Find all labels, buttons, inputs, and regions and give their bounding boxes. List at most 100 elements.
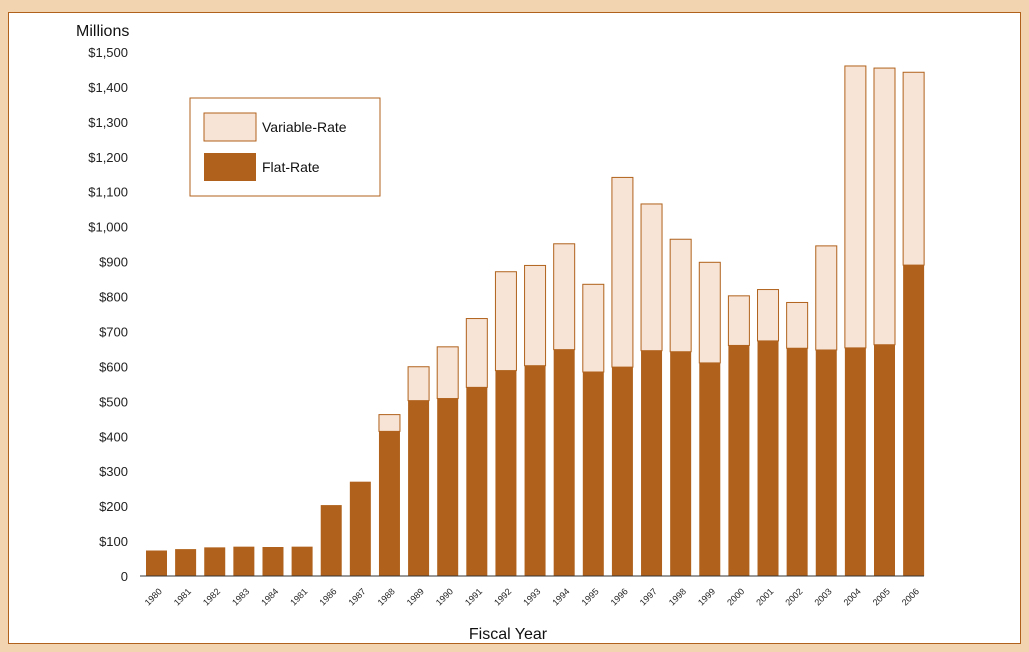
y-tick-label: $400	[99, 429, 128, 444]
x-tick-label: 1995	[579, 586, 600, 607]
bars	[146, 65, 925, 576]
bar-flat-rate	[553, 349, 575, 576]
legend-swatch-variable-rate	[203, 112, 257, 142]
y-tick-label: $1,200	[88, 150, 128, 165]
bar-variable-rate	[815, 245, 838, 351]
y-tick-label: $1,500	[88, 45, 128, 60]
legend-label-variable-rate: Variable-Rate	[262, 119, 347, 135]
bar-variable-rate	[844, 65, 867, 349]
x-tick-label: 1991	[463, 586, 484, 607]
bar-flat-rate	[291, 546, 313, 576]
y-unit-label: Millions	[76, 23, 129, 40]
bar-variable-rate	[378, 414, 401, 432]
x-tick-label: 2000	[725, 586, 746, 607]
y-tick-label: $300	[99, 464, 128, 479]
bar-variable-rate	[494, 271, 517, 372]
x-tick-label: 2005	[871, 586, 892, 607]
x-tick-label: 1996	[609, 586, 630, 607]
x-tick-label: 1980	[143, 586, 164, 607]
y-tick-label: $600	[99, 359, 128, 374]
y-tick-label: $1,100	[88, 185, 128, 200]
bar-variable-rate	[669, 238, 692, 353]
x-tick-label: 1988	[376, 586, 397, 607]
x-tick-label: 1994	[550, 586, 571, 607]
bar-flat-rate	[844, 347, 866, 576]
bar-flat-rate	[349, 481, 371, 576]
x-tick-label: 1981	[172, 586, 193, 607]
x-tick-label: 1992	[492, 586, 513, 607]
x-tick-label: 1989	[405, 586, 426, 607]
x-tick-label: 1990	[434, 586, 455, 607]
bar-variable-rate	[873, 67, 896, 346]
x-tick-label: 2004	[842, 586, 863, 607]
legend-swatch-flat-rate	[204, 153, 256, 181]
bar-flat-rate	[175, 549, 197, 576]
bar-variable-rate	[786, 301, 809, 349]
bar-variable-rate	[727, 295, 750, 346]
bar-flat-rate	[437, 398, 459, 576]
y-axis: 0 $100 $200 $300 $400 $500 $600 $700 $800 $900 $1,…	[88, 45, 128, 584]
x-tick-label: 1981	[288, 586, 309, 607]
x-tick-label: 2001	[754, 586, 775, 607]
bar-flat-rate	[757, 340, 779, 576]
bar-flat-rate	[641, 350, 663, 576]
x-tick-label: 1993	[521, 586, 542, 607]
bar-flat-rate	[815, 349, 837, 576]
x-tick-label: 1997	[638, 586, 659, 607]
bar-variable-rate	[698, 261, 721, 364]
y-tick-label: 0	[121, 569, 128, 584]
x-tick-label: 1983	[230, 586, 251, 607]
bar-variable-rate	[902, 71, 925, 266]
y-tick-label: $800	[99, 290, 128, 305]
bar-flat-rate	[204, 547, 226, 576]
x-tick-label: 2002	[783, 586, 804, 607]
bar-variable-rate	[524, 264, 547, 367]
x-axis: 1980 1981 1982 1983 1984 1981 1986 1987 1988 1989…	[140, 575, 924, 608]
y-tick-label: $200	[99, 499, 128, 514]
x-tick-label: 2006	[900, 586, 921, 607]
x-tick-label: 1982	[201, 586, 222, 607]
bar-variable-rate	[640, 203, 663, 352]
bar-flat-rate	[728, 345, 750, 576]
x-tick-label: 1998	[667, 586, 688, 607]
x-tick-label: 1999	[696, 586, 717, 607]
bar-variable-rate	[582, 283, 605, 373]
y-tick-label: $500	[99, 394, 128, 409]
bar-variable-rate	[757, 289, 780, 342]
bar-flat-rate	[233, 546, 255, 576]
y-tick-label: $900	[99, 255, 128, 270]
legend: Variable-Rate Flat-Rate	[189, 97, 381, 197]
x-tick-label: 1987	[347, 586, 368, 607]
bar-flat-rate	[495, 370, 517, 576]
bar-flat-rate	[524, 365, 546, 576]
bar-flat-rate	[699, 362, 721, 576]
bar-flat-rate	[320, 505, 342, 576]
y-tick-label: $1,000	[88, 220, 128, 235]
bar-flat-rate	[786, 348, 808, 576]
x-tick-label: 2003	[812, 586, 833, 607]
bar-variable-rate	[553, 243, 576, 351]
legend-label-flat-rate: Flat-Rate	[262, 159, 320, 175]
bar-flat-rate	[582, 371, 604, 576]
y-tick-label: $1,300	[88, 115, 128, 130]
x-axis-label: Fiscal Year	[469, 626, 548, 643]
y-tick-label: $100	[99, 534, 128, 549]
bar-variable-rate	[436, 346, 459, 400]
bar-variable-rate	[465, 318, 488, 388]
x-tick-label: 1986	[317, 586, 338, 607]
bar-flat-rate	[670, 351, 692, 576]
x-tick-label: 1984	[259, 586, 280, 607]
bar-flat-rate	[262, 547, 284, 576]
bar-variable-rate	[611, 176, 634, 368]
y-tick-label: $1,400	[88, 80, 128, 95]
bar-flat-rate	[146, 550, 167, 576]
bar-flat-rate	[408, 400, 430, 576]
bar-flat-rate	[903, 265, 925, 576]
bar-flat-rate	[378, 431, 400, 576]
bar-flat-rate	[611, 367, 633, 576]
y-tick-label: $700	[99, 324, 128, 339]
bar-variable-rate	[407, 366, 430, 402]
bar-flat-rate	[874, 344, 895, 576]
bar-flat-rate	[466, 387, 488, 576]
